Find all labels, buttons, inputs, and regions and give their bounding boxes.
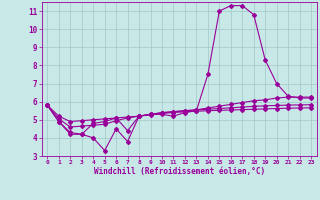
X-axis label: Windchill (Refroidissement éolien,°C): Windchill (Refroidissement éolien,°C) [94, 167, 265, 176]
